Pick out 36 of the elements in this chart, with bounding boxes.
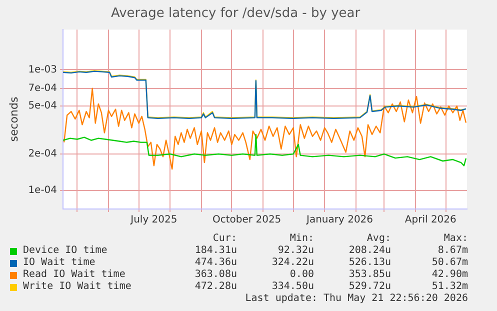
text: 184.31u xyxy=(194,245,237,257)
legend-label: Device IO time xyxy=(23,245,108,257)
text: 208.24u xyxy=(348,245,391,257)
text: 92.32u xyxy=(276,245,314,257)
y-tick-label: 1e-04 xyxy=(28,184,58,196)
y-axis-title: seconds xyxy=(7,96,20,142)
y-tick-label: 2e-04 xyxy=(28,148,58,160)
text: 474.36u xyxy=(194,257,237,269)
text: 324.22u xyxy=(270,257,314,269)
text: Min: xyxy=(288,233,314,245)
x-tick-label: July 2025 xyxy=(130,214,178,226)
text: 363.08u xyxy=(194,269,237,281)
x-tick-label: April 2026 xyxy=(404,214,456,226)
x-tick-label: October 2025 xyxy=(212,214,282,226)
text: Last update: Thu May 21 22:56:20 2026 xyxy=(244,293,468,305)
text: 0.00 xyxy=(288,269,314,281)
text: 353.85u xyxy=(348,269,391,281)
text: 50.67m xyxy=(430,257,468,269)
x-tick-label: January 2026 xyxy=(305,214,374,226)
text: 8.67m xyxy=(436,245,468,257)
text: 334.50u xyxy=(270,281,314,293)
text: Max: xyxy=(442,233,468,245)
legend-label: Read IO Wait time xyxy=(23,269,126,281)
text: 529.72u xyxy=(348,281,391,293)
text: 526.13u xyxy=(348,257,391,269)
y-tick-label: 1e-03 xyxy=(28,64,58,76)
text: Avg: xyxy=(366,233,391,245)
text: Cur: xyxy=(212,233,237,245)
text: 472.28u xyxy=(194,281,237,293)
y-tick-label: 5e-04 xyxy=(28,100,58,112)
y-tick-label: 7e-04 xyxy=(28,82,58,94)
text: 51.32m xyxy=(430,281,468,293)
legend-label: Write IO Wait time xyxy=(23,281,132,293)
legend-label: IO Wait time xyxy=(23,257,96,269)
text: 42.90m xyxy=(430,269,468,281)
chart-title: Average latency for /dev/sda - by year xyxy=(110,6,361,22)
